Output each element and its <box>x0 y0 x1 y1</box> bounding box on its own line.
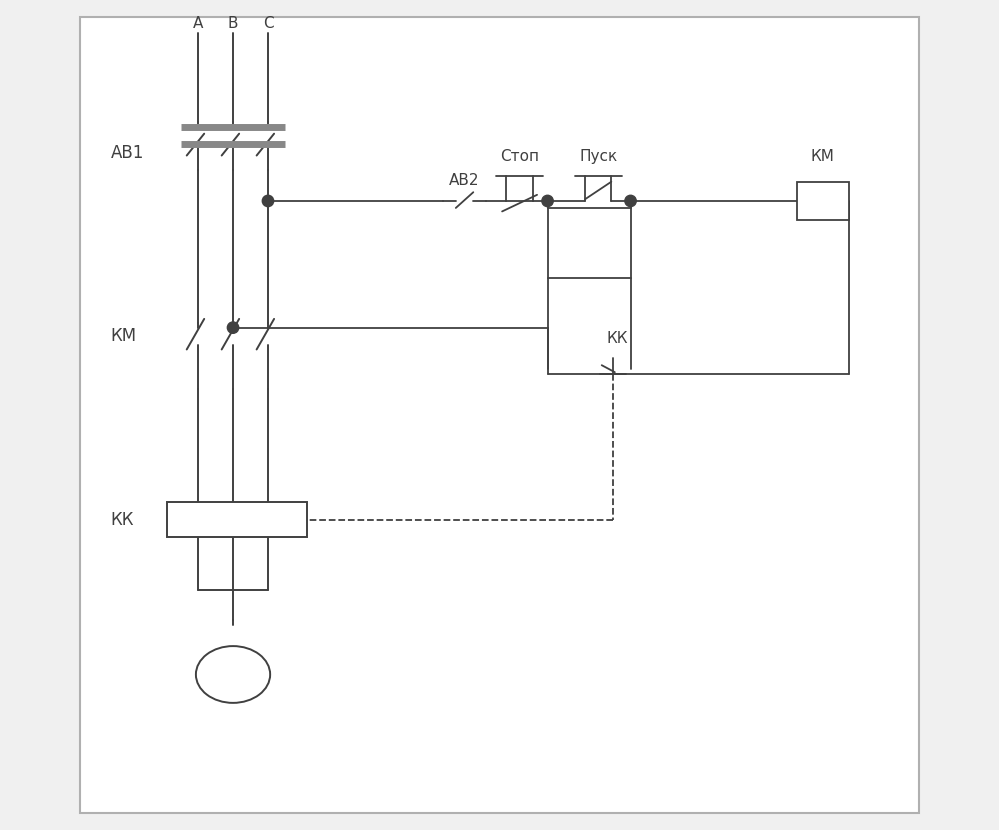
Ellipse shape <box>196 646 270 703</box>
Text: C: C <box>263 16 274 31</box>
Text: Пуск: Пуск <box>579 149 617 164</box>
Text: B: B <box>228 16 239 31</box>
Text: КК: КК <box>111 510 134 529</box>
Text: Km1: Km1 <box>571 228 606 243</box>
Text: КК: КК <box>606 331 628 346</box>
Text: A: A <box>193 16 203 31</box>
Circle shape <box>624 195 636 207</box>
Bar <box>168 502 308 537</box>
Text: КМ: КМ <box>111 327 137 345</box>
Text: КМ: КМ <box>811 149 835 164</box>
Text: АВ1: АВ1 <box>111 144 144 162</box>
Circle shape <box>541 195 553 207</box>
Circle shape <box>263 195 274 207</box>
Circle shape <box>228 322 239 334</box>
Bar <box>547 208 630 278</box>
Text: Стоп: Стоп <box>500 149 539 164</box>
Bar <box>796 182 849 220</box>
Text: АВ2: АВ2 <box>450 173 480 188</box>
Text: Д: Д <box>225 665 241 685</box>
